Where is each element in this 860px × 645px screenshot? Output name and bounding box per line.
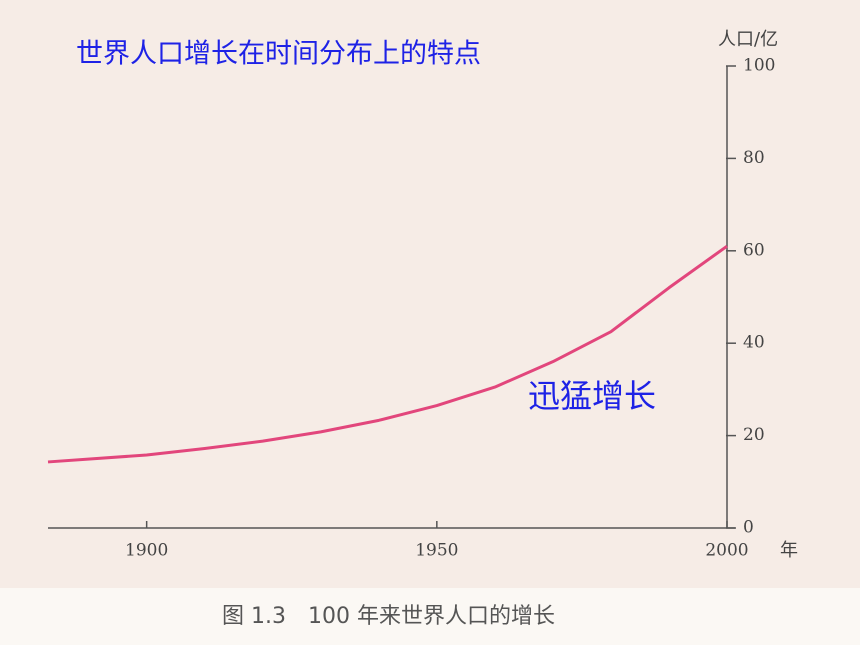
y-tick-label: 0 [743, 518, 754, 538]
data-line [47, 244, 728, 464]
caption-background [0, 588, 860, 645]
y-tick-label: 80 [743, 148, 765, 168]
y-tick-label: 60 [743, 240, 765, 260]
x-tick-label: 1950 [415, 541, 458, 561]
caption: 图 1.3 100 年来世界人口的增长 [222, 604, 555, 629]
y-axis-label: 人口/亿 [718, 29, 778, 50]
y-tick-label: 40 [743, 333, 765, 353]
x-axis-label: 年 [780, 540, 798, 561]
y-tick-label: 100 [743, 56, 775, 76]
y-tick-label: 20 [743, 425, 765, 445]
x-tick-label: 2000 [705, 541, 748, 561]
chart-background [0, 0, 860, 588]
x-tick-label: 1900 [125, 541, 168, 561]
chart-title: 世界人口增长在时间分布上的特点 [76, 39, 481, 70]
annotation: 迅猛增长 [528, 377, 656, 415]
